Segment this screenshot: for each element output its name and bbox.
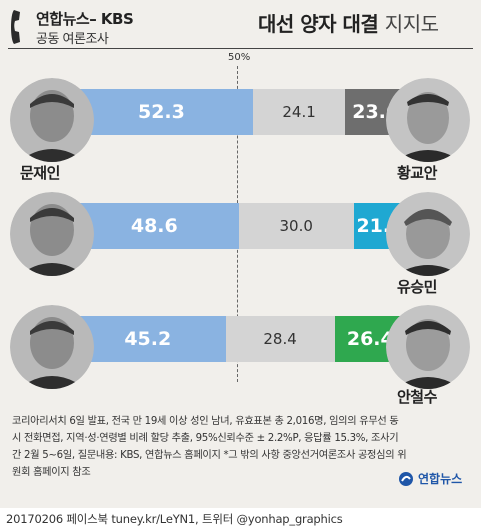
moon-portrait-row1: [10, 78, 94, 162]
yonhap-logo: 연합뉴스: [398, 470, 462, 487]
title-light: 지지도: [384, 12, 439, 36]
moon-portrait-row3: [10, 305, 94, 389]
ahn-portrait: [386, 305, 470, 389]
value-label: 52.3: [137, 101, 185, 123]
value-label: 24.1: [282, 103, 316, 121]
survey-methodology-note: 코리아리서치 6일 발표, 전국 만 19세 이상 성인 남녀, 유효표본 총 …: [12, 416, 407, 478]
midline-label: 50%: [228, 52, 251, 63]
moon-portrait-row2: [10, 192, 94, 276]
value-label: 26.4: [346, 328, 394, 350]
label-yoo: 유승민: [397, 278, 437, 296]
header-divider: [8, 48, 473, 49]
label-hwang: 황교안: [397, 164, 437, 182]
chart-title: 대선 양자 대결 지지도: [258, 8, 439, 37]
phone-icon: [11, 10, 20, 44]
yonhap-logo-text: 연합뉴스: [418, 472, 463, 486]
value-label: 30.0: [279, 217, 313, 235]
yonhap-logo-icon: [399, 471, 413, 486]
source-line-1: 연합뉴스– KBS: [36, 10, 134, 28]
title-bold: 대선 양자 대결: [258, 12, 379, 36]
label-ahn: 안철수: [397, 388, 437, 406]
value-label: 45.2: [124, 328, 172, 350]
source-line-2: 공동 여론조사: [36, 32, 109, 47]
bar-undecided-row1: 24.1: [252, 89, 346, 135]
chart-panel: 연합뉴스– KBS 공동 여론조사 대선 양자 대결 지지도 50% 52.3 …: [0, 0, 481, 508]
bar-undecided-row3: 28.4: [225, 316, 335, 362]
value-label: 28.4: [263, 330, 297, 348]
yoo-portrait: [386, 192, 470, 276]
hwang-portrait: [386, 78, 470, 162]
bar-undecided-row2: 30.0: [238, 203, 354, 249]
label-moon-row1: 문재인: [20, 164, 60, 182]
value-label: 48.6: [130, 215, 178, 237]
footer-credits: 20170206 페이스북 tuney.kr/LeYN1, 트위터 @yonha…: [6, 512, 343, 526]
